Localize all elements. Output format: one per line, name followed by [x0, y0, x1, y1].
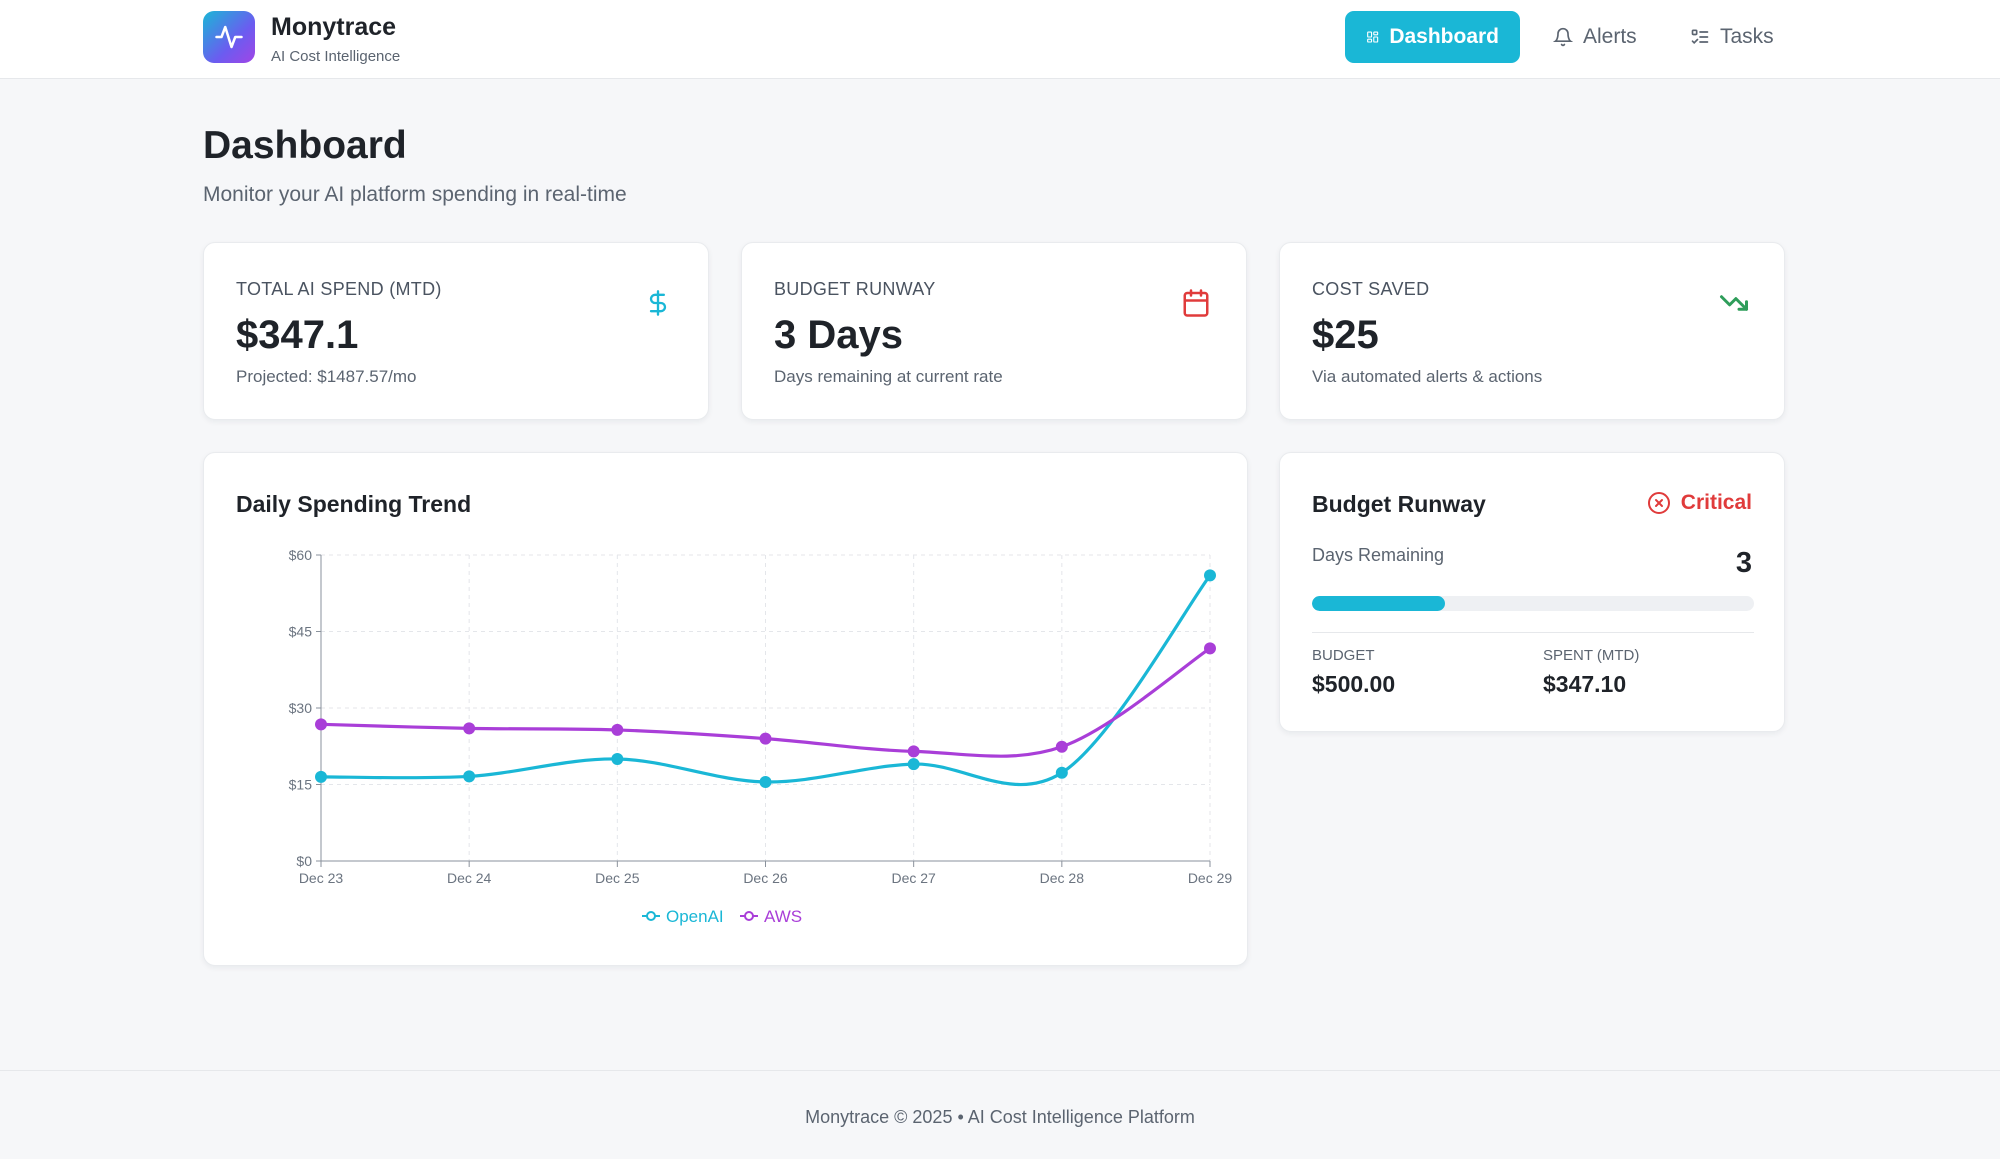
data-point-aws	[759, 732, 772, 745]
brand-name[interactable]: Monytrace	[271, 13, 397, 41]
data-point-openai	[315, 770, 327, 783]
data-point-aws	[611, 723, 624, 736]
stat-label: TOTAL AI SPEND (MTD)	[236, 279, 442, 299]
stat-value: 3 Days	[774, 313, 903, 357]
y-tick-label: $0	[296, 853, 312, 869]
nav-tasks[interactable]: Tasks	[1669, 11, 1795, 63]
status-badge: Critical	[1647, 491, 1752, 515]
data-point-aws	[1055, 740, 1068, 753]
legend-swatch-marker	[646, 911, 656, 921]
activity-icon	[215, 25, 243, 49]
stat-note: Days remaining at current rate	[774, 367, 1003, 386]
days-remaining-label: Days Remaining	[1312, 545, 1445, 565]
bell-icon	[1553, 27, 1573, 47]
legend-label: AWS	[764, 907, 802, 926]
stat-value: $347.1	[236, 313, 359, 357]
stat-card-cost-saved: COST SAVED $25 Via automated alerts & ac…	[1279, 242, 1785, 420]
stat-value: $25	[1312, 313, 1379, 357]
x-tick-label: Dec 29	[1188, 870, 1233, 886]
x-tick-label: Dec 27	[891, 870, 936, 886]
stat-note: Projected: $1487.57/mo	[236, 367, 417, 386]
runway-progress-bar	[1312, 596, 1754, 611]
y-tick-label: $45	[289, 624, 313, 640]
footer-text: Monytrace © 2025 • AI Cost Intelligence …	[805, 1107, 1195, 1127]
y-tick-label: $30	[289, 700, 313, 716]
grid-icon	[1367, 31, 1379, 43]
status-text: Critical	[1680, 491, 1752, 514]
x-tick-label: Dec 23	[299, 870, 344, 886]
nav-dashboard-label: Dashboard	[1389, 25, 1499, 48]
line-chart: $0 $15 $30 $45 $60 Dec 23 Dec 24 Dec 25 Dec 26 De…	[289, 547, 1233, 926]
x-tick-label: Dec 24	[447, 870, 492, 886]
data-point-openai	[1204, 569, 1216, 582]
budget-runway-card: Budget Runway Critical Days Remaining 3 …	[1279, 452, 1785, 732]
runway-progress-fill	[1312, 596, 1445, 611]
spent-value: $347.10	[1543, 671, 1627, 697]
footer: Monytrace © 2025 • AI Cost Intelligence …	[0, 1070, 2000, 1159]
data-point-openai	[611, 753, 624, 765]
stat-card-budget-runway: BUDGET RUNWAY 3 Days Days remaining at c…	[741, 242, 1247, 420]
stat-card-total-spend: TOTAL AI SPEND (MTD) $347.1 Projected: $…	[203, 242, 709, 420]
nav-dashboard[interactable]: Dashboard	[1345, 11, 1520, 63]
calendar-icon	[1178, 285, 1214, 321]
dollar-icon	[640, 285, 676, 321]
data-point-aws	[463, 722, 476, 735]
data-point-openai	[907, 758, 920, 771]
x-tick-label: Dec 28	[1040, 870, 1085, 886]
nav-alerts[interactable]: Alerts	[1532, 11, 1658, 63]
x-tick-label: Dec 25	[595, 870, 640, 886]
brand-tagline: AI Cost Intelligence	[271, 48, 401, 65]
y-tick-label: $60	[289, 547, 313, 563]
budget-label: BUDGET	[1312, 647, 1375, 664]
data-point-aws	[315, 718, 327, 731]
runway-title: Budget Runway	[1312, 491, 1486, 517]
spent-label: SPENT (MTD)	[1543, 647, 1640, 664]
daily-spending-chart-card: $0 $15 $30 $45 $60 Dec 23 Dec 24 Dec 25 Dec 26 De…	[203, 452, 1248, 966]
trending-down-icon	[1716, 285, 1752, 321]
nav-alerts-label: Alerts	[1583, 25, 1637, 48]
budget-value: $500.00	[1312, 671, 1396, 697]
days-remaining-value: 3	[1735, 547, 1752, 579]
stat-label: BUDGET RUNWAY	[774, 279, 936, 299]
data-point-aws	[1204, 642, 1216, 655]
y-tick-label: $15	[289, 777, 313, 793]
divider	[1312, 632, 1754, 633]
x-circle-icon	[1647, 492, 1670, 514]
nav-tasks-label: Tasks	[1720, 25, 1774, 48]
data-point-openai	[1055, 766, 1068, 779]
page-title: Dashboard	[203, 124, 407, 167]
legend-label: OpenAI	[666, 907, 724, 926]
data-point-openai	[759, 775, 772, 788]
x-tick-label: Dec 26	[743, 870, 788, 886]
app-logo[interactable]	[203, 11, 255, 63]
chart-title: Daily Spending Trend	[236, 491, 472, 517]
top-navbar: Monytrace AI Cost Intelligence Dashboard…	[0, 0, 2000, 79]
stat-note: Via automated alerts & actions	[1312, 367, 1543, 386]
stat-label: COST SAVED	[1312, 279, 1430, 299]
legend-swatch-marker	[744, 911, 754, 921]
page-subtitle: Monitor your AI platform spending in rea…	[203, 183, 627, 206]
list-check-icon	[1691, 29, 1709, 45]
data-point-aws	[907, 745, 920, 758]
data-point-openai	[463, 770, 476, 783]
